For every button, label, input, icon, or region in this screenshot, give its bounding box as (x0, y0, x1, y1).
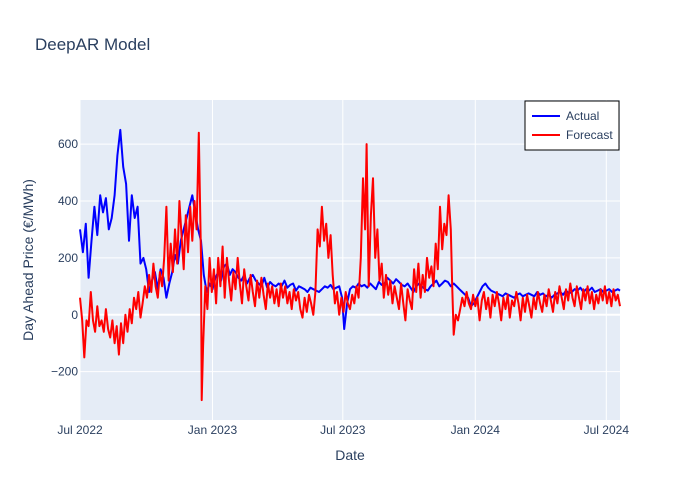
x-tick-label: Jul 2023 (320, 423, 366, 437)
y-tick-label: 400 (58, 194, 78, 208)
chart-title: DeepAR Model (35, 35, 150, 54)
series-lines (79, 128, 621, 402)
legend-box (524, 100, 620, 151)
x-axis-label: Date (335, 447, 365, 463)
grid-lines (79, 100, 620, 420)
y-tick-label: −200 (51, 365, 78, 379)
series-line-actual (79, 128, 621, 330)
legend: Actual Forecast (524, 100, 620, 151)
y-tick-label: 0 (71, 308, 78, 322)
y-tick-label: 600 (58, 137, 78, 151)
x-tick-label: Jul 2024 (584, 423, 630, 437)
series-line-forecast (79, 131, 621, 402)
x-tick-label: Jan 2023 (188, 423, 238, 437)
y-tick-label: 200 (58, 251, 78, 265)
legend-label-actual: Actual (566, 109, 599, 123)
x-axis-ticks: Jul 2022 Jan 2023 Jul 2023 Jan 2024 Jul 2024 (57, 423, 629, 437)
x-tick-label: Jul 2022 (57, 423, 103, 437)
x-tick-label: Jan 2024 (451, 423, 501, 437)
y-axis-label: Day Ahead Price (€/MWh) (20, 179, 36, 341)
y-axis-ticks: −200 0 200 400 600 (51, 137, 78, 379)
legend-label-forecast: Forecast (566, 128, 613, 142)
